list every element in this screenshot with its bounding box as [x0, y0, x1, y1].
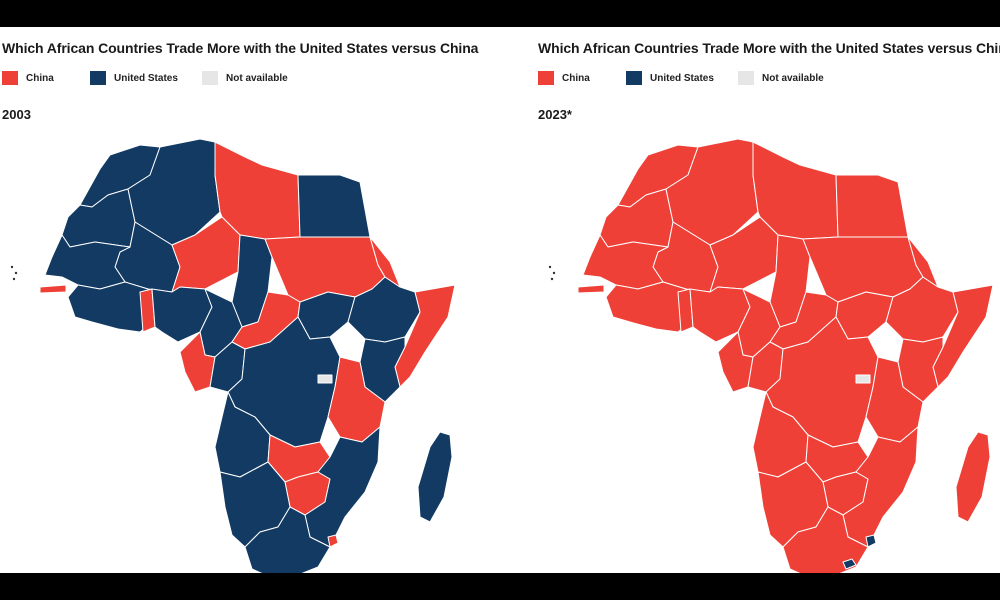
region-eritrea	[369, 236, 401, 288]
legend-item-not-available: Not available	[738, 71, 824, 85]
region-eswatini	[865, 534, 877, 548]
region-niger	[171, 216, 241, 293]
africa-map-2003	[10, 138, 456, 573]
island-marker	[548, 265, 552, 269]
legend-swatch-united-states	[90, 71, 106, 85]
region-somalia	[932, 284, 994, 388]
legend-label-united-states: United States	[650, 72, 714, 84]
legend-swatch-china	[2, 71, 18, 85]
map-panel-2003: Which African Countries Trade More with …	[0, 27, 478, 573]
region-tanzania	[327, 356, 386, 443]
legend-item-united-states: United States	[626, 71, 716, 85]
panel-title: Which African Countries Trade More with …	[538, 40, 1000, 56]
legend: China United States Not available	[538, 71, 846, 85]
screenshot-frame: Which African Countries Trade More with …	[0, 27, 1000, 573]
region-eritrea	[907, 236, 939, 288]
region-lesotho-us	[842, 558, 857, 570]
region-madagascar	[417, 431, 453, 523]
region-south-africa	[244, 506, 331, 573]
region-na-spot	[855, 374, 871, 384]
island-marker	[12, 277, 16, 281]
region-tanzania	[865, 356, 924, 443]
year-label: 2023*	[538, 107, 572, 122]
legend-swatch-united-states	[626, 71, 642, 85]
legend-label-china: China	[26, 72, 54, 84]
panel-title: Which African Countries Trade More with …	[2, 40, 479, 56]
legend-label-not-available: Not available	[762, 72, 824, 84]
region-gambia	[577, 284, 605, 294]
legend-swatch-not-available	[738, 71, 754, 85]
region-gabon	[179, 331, 216, 393]
legend-label-china: China	[562, 72, 590, 84]
africa-map-2023	[548, 138, 994, 573]
region-madagascar	[955, 431, 991, 523]
region-gambia	[39, 284, 67, 294]
region-coast-west	[605, 281, 691, 333]
legend-item-united-states: United States	[90, 71, 180, 85]
region-south-africa	[782, 506, 869, 573]
region-egypt	[297, 174, 371, 238]
legend-item-china: China	[538, 71, 604, 85]
island-marker	[552, 271, 556, 275]
region-coast-west	[67, 281, 153, 333]
legend-item-not-available: Not available	[202, 71, 288, 85]
region-na-spot	[317, 374, 333, 384]
legend-label-united-states: United States	[114, 72, 178, 84]
region-gabon	[717, 331, 754, 393]
legend-label-not-available: Not available	[226, 72, 288, 84]
legend: China United States Not available	[2, 71, 310, 85]
region-niger	[709, 216, 779, 293]
legend-swatch-not-available	[202, 71, 218, 85]
legend-swatch-china	[538, 71, 554, 85]
region-mozambique	[304, 426, 381, 548]
island-marker	[14, 271, 18, 275]
region-somalia	[394, 284, 456, 388]
island-marker	[10, 265, 14, 269]
year-label: 2003	[2, 107, 31, 122]
legend-item-china: China	[2, 71, 68, 85]
region-egypt	[835, 174, 909, 238]
region-eswatini	[327, 534, 339, 548]
region-mozambique	[842, 426, 919, 548]
map-panel-2023: Which African Countries Trade More with …	[538, 27, 1000, 573]
island-marker	[550, 277, 554, 281]
